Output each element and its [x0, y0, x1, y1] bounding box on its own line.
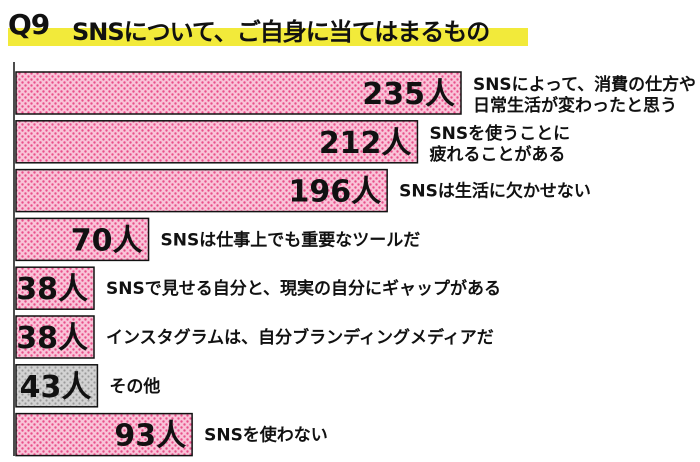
- bar: [15, 71, 462, 115]
- title-text: SNSについて、ご自身に当てはまるもの: [72, 18, 490, 46]
- bar-value-label: 38人: [16, 321, 88, 356]
- category-label: 日常生活が変わったと思う: [473, 95, 677, 116]
- chart-title: Q9 SNSについて、ご自身に当てはまるもの: [8, 6, 528, 48]
- bar: [15, 120, 419, 164]
- category-label: 疲れることがある: [429, 144, 565, 165]
- bar: [15, 168, 388, 213]
- category-label: SNSは生活に欠かせない: [399, 181, 591, 202]
- question-number: Q9: [8, 8, 50, 41]
- bar: [15, 412, 193, 457]
- bar-value-label: 38人: [16, 272, 88, 307]
- bar-value-label: 93人: [114, 419, 186, 454]
- category-label: SNSによって、消費の仕方や: [473, 74, 696, 95]
- category-label: SNSで見せる自分と、現実の自分にギャップがある: [106, 278, 501, 299]
- bar-value-label: 70人: [71, 223, 143, 258]
- bar-value-label: 235人: [362, 77, 455, 112]
- bar-value-label: 212人: [319, 126, 412, 161]
- bar-value-label: 43人: [20, 370, 92, 405]
- title-highlight: [8, 28, 528, 46]
- category-label: SNSを使わない: [204, 425, 328, 446]
- bar: [15, 266, 95, 310]
- category-label: SNSを使うことに: [429, 123, 570, 144]
- category-label: インスタグラムは、自分ブランディングメディアだ: [106, 327, 494, 348]
- category-label: その他: [109, 376, 160, 397]
- category-label: SNSは仕事上でも重要なツールだ: [161, 229, 421, 250]
- bar-value-label: 196人: [289, 175, 382, 210]
- bar: [15, 315, 95, 359]
- bar: [15, 364, 99, 408]
- bar: [15, 217, 150, 262]
